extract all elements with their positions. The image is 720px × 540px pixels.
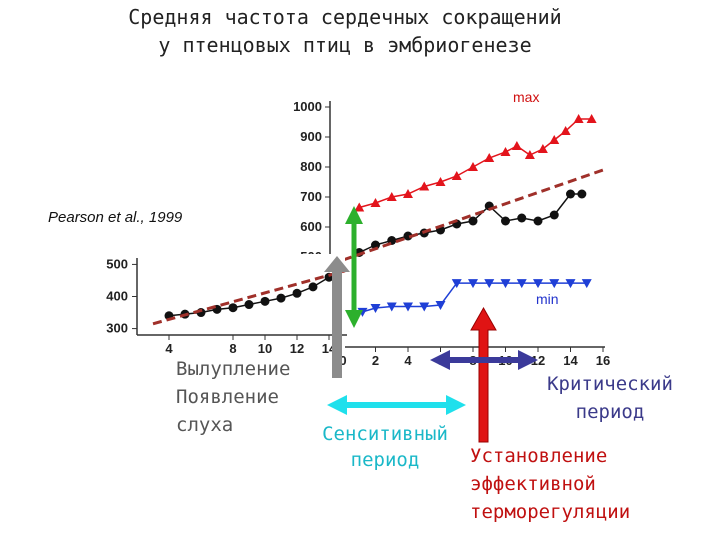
point: [386, 302, 397, 312]
y-tick-label: 800: [300, 159, 322, 174]
point: [524, 150, 535, 159]
point: [533, 216, 543, 226]
point: [549, 279, 560, 289]
series-line: [359, 118, 592, 209]
point: [484, 279, 495, 289]
x-tick-label: 0: [339, 353, 346, 368]
point: [573, 114, 584, 123]
point: [370, 198, 381, 207]
sensitive-label: Сенситивный: [322, 423, 448, 445]
point: [565, 279, 576, 289]
point: [468, 216, 478, 226]
y-tick-label: 600: [300, 219, 322, 234]
point: [228, 303, 238, 313]
x-tick-label: 14: [563, 353, 578, 368]
x-tick-label: 2: [372, 353, 379, 368]
point: [500, 147, 511, 156]
y-tick-label: 300: [106, 321, 128, 336]
thermo-label: терморегуляции: [470, 501, 630, 523]
point: [403, 302, 413, 312]
critical-label: период: [576, 401, 645, 423]
point: [419, 302, 430, 312]
point: [371, 240, 380, 250]
arrows: [324, 206, 538, 443]
min-label: min: [536, 291, 559, 307]
point: [276, 293, 286, 303]
point: [577, 189, 587, 199]
point: [354, 202, 365, 212]
point: [419, 181, 430, 191]
x-tick-label: 12: [290, 341, 304, 356]
point: [244, 300, 254, 310]
hatch-label: Вылупление: [176, 358, 290, 380]
point: [260, 296, 270, 306]
series-line: [342, 168, 604, 262]
point: [516, 279, 527, 289]
point: [435, 301, 446, 310]
thermo-label: эффективной: [470, 473, 596, 495]
title-line: Средняя частота сердечных сокращений: [128, 5, 561, 29]
thermo-label: Установление: [470, 445, 607, 467]
point: [511, 141, 522, 150]
x-tick-label: 4: [165, 341, 173, 356]
x-tick-label: 4: [404, 353, 412, 368]
point: [468, 279, 478, 289]
sensitive-arrow: [327, 395, 466, 415]
critical-arrow: [430, 350, 538, 370]
point: [549, 210, 559, 220]
sensitive-label: период: [351, 449, 420, 471]
point: [292, 288, 302, 298]
x-tick-label: 16: [596, 353, 610, 368]
thermo-arrow: [470, 306, 497, 443]
point: [586, 114, 597, 123]
green-arrow: [345, 206, 363, 328]
point: [386, 192, 397, 201]
point: [451, 279, 462, 289]
point: [468, 162, 478, 171]
point: [581, 279, 592, 289]
point: [500, 279, 511, 289]
y-tick-label: 1000: [293, 99, 322, 114]
point: [451, 171, 462, 180]
point: [533, 279, 543, 289]
series-line: [152, 269, 346, 326]
point: [537, 144, 548, 153]
hatch-arrow: [324, 256, 350, 378]
point: [566, 189, 575, 199]
critical-label: Критический: [547, 373, 673, 395]
y-tick-label: 400: [106, 289, 128, 304]
x-tick-label: 10: [258, 341, 272, 356]
hearing-label: Появление: [176, 386, 279, 408]
point: [308, 282, 318, 292]
point: [370, 304, 381, 313]
point: [484, 153, 495, 162]
y-tick-label: 900: [300, 129, 322, 144]
point: [501, 216, 510, 226]
y-tick-label: 500: [106, 256, 128, 271]
point: [549, 135, 560, 144]
source: Pearson et al., 1999: [48, 209, 183, 226]
point: [517, 213, 527, 223]
x-tick-label: 12: [531, 353, 545, 368]
max-label: max: [513, 89, 539, 105]
hearing-label: слуха: [176, 414, 233, 436]
x-tick-label: 8: [229, 341, 236, 356]
point: [435, 177, 446, 186]
point: [560, 126, 571, 135]
point: [403, 189, 413, 198]
y-tick-label: 700: [300, 189, 322, 204]
title-line: у птенцовых птиц в эмбриогенезе: [158, 33, 531, 57]
